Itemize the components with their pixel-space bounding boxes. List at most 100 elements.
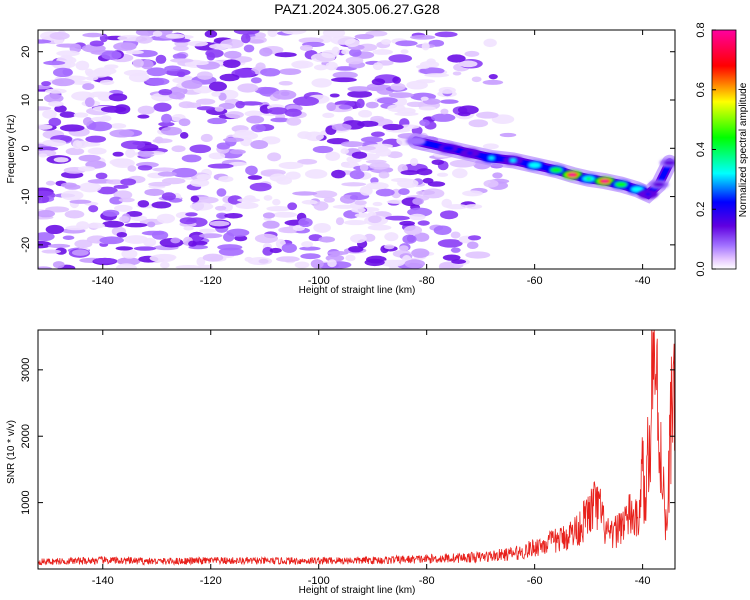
noise-blob [299, 246, 321, 251]
noise-blob [75, 140, 89, 149]
noise-blob [403, 225, 423, 235]
noise-blob [416, 64, 430, 69]
noise-blob [113, 204, 133, 212]
noise-blob [77, 166, 96, 172]
noise-blob [300, 253, 321, 260]
noise-blob [279, 68, 302, 75]
noise-blob [457, 111, 471, 117]
noise-blob [207, 163, 234, 169]
noise-blob [196, 174, 212, 181]
noise-blob [178, 118, 191, 127]
noise-blob [364, 258, 385, 267]
noise-blob [341, 182, 367, 187]
noise-blob [482, 79, 504, 85]
noise-blob [137, 200, 150, 208]
ridge-point-peak [618, 182, 625, 187]
noise-blob [240, 137, 253, 147]
noise-blob [419, 67, 445, 75]
noise-blob [298, 217, 313, 228]
noise-blob [341, 49, 350, 55]
noise-blob [137, 150, 155, 156]
noise-blob [468, 119, 489, 128]
noise-blob [369, 162, 390, 170]
ridge-point-peak [666, 161, 673, 165]
noise-blob [121, 249, 138, 259]
noise-blob [322, 30, 346, 38]
noise-blob [254, 233, 279, 244]
noise-blob [450, 231, 461, 239]
snr-panel: -140 -120 -100 -80 -60 -40 1000 2000 3000 Heigh… [6, 329, 676, 596]
noise-blob [87, 222, 105, 229]
noise-blob [340, 161, 359, 169]
noise-blob [272, 89, 297, 100]
noise-blob [363, 233, 376, 242]
noise-blob [312, 145, 334, 154]
noise-blob [380, 259, 405, 267]
noise-blob [409, 213, 426, 221]
noise-blob [178, 101, 195, 109]
colorbar-tick-label: 0.0 [695, 261, 707, 276]
noise-blob [392, 76, 401, 84]
ridge-point [438, 143, 459, 153]
noise-blob [135, 35, 153, 44]
noise-blob [310, 259, 324, 269]
noise-blob [161, 192, 176, 201]
noise-blob [59, 124, 85, 132]
noise-blob [101, 50, 122, 60]
noise-blob [287, 202, 298, 211]
noise-blob [122, 158, 131, 164]
spectrogram-x-tick-label: -60 [527, 275, 543, 287]
noise-blob [351, 151, 368, 159]
noise-blob [442, 254, 461, 261]
noise-blob [380, 39, 392, 45]
noise-blob [156, 213, 176, 224]
noise-blob [466, 241, 479, 250]
noise-blob [462, 190, 483, 197]
noise-blob [340, 141, 364, 148]
noise-blob [41, 249, 62, 254]
snr-y-ticks: 1000 2000 3000 [20, 358, 675, 515]
noise-blob [281, 243, 297, 253]
noise-blob [158, 121, 175, 127]
noise-blob [431, 113, 456, 122]
noise-blob [151, 92, 174, 102]
noise-blob [483, 38, 497, 48]
noise-blob [412, 197, 424, 205]
noise-blob [172, 53, 187, 60]
noise-blob [410, 157, 419, 166]
noise-blob [196, 257, 206, 267]
noise-blob [372, 201, 383, 207]
noise-blob [376, 97, 398, 104]
noise-blob [116, 231, 128, 238]
noise-blob [440, 99, 459, 104]
noise-blob [196, 106, 215, 111]
snr-y-tick-label: 3000 [20, 358, 32, 382]
noise-blob [413, 232, 430, 242]
noise-blob [325, 61, 338, 71]
noise-blob [267, 30, 278, 38]
noise-blob [476, 111, 499, 119]
noise-blob [313, 201, 329, 211]
noise-blob [345, 254, 356, 262]
ridge-point [562, 170, 583, 180]
noise-blob [360, 136, 384, 143]
noise-blob [420, 96, 429, 101]
noise-blob [439, 210, 459, 220]
noise-blob [244, 110, 263, 117]
noise-blob [343, 219, 368, 226]
noise-blob [51, 78, 75, 87]
noise-blob [189, 202, 214, 211]
noise-blob [246, 115, 265, 124]
noise-blob [42, 139, 67, 147]
noise-blob [45, 88, 67, 94]
noise-blob [160, 261, 170, 269]
noise-blob [284, 108, 302, 117]
noise-blob [38, 266, 52, 269]
noise-blob [251, 124, 266, 133]
noise-blob [326, 102, 337, 112]
noise-blob [299, 44, 313, 51]
noise-blob [397, 178, 419, 188]
ridge-point-peak [585, 177, 592, 181]
noise-blob [286, 117, 302, 126]
noise-blob [120, 140, 146, 150]
